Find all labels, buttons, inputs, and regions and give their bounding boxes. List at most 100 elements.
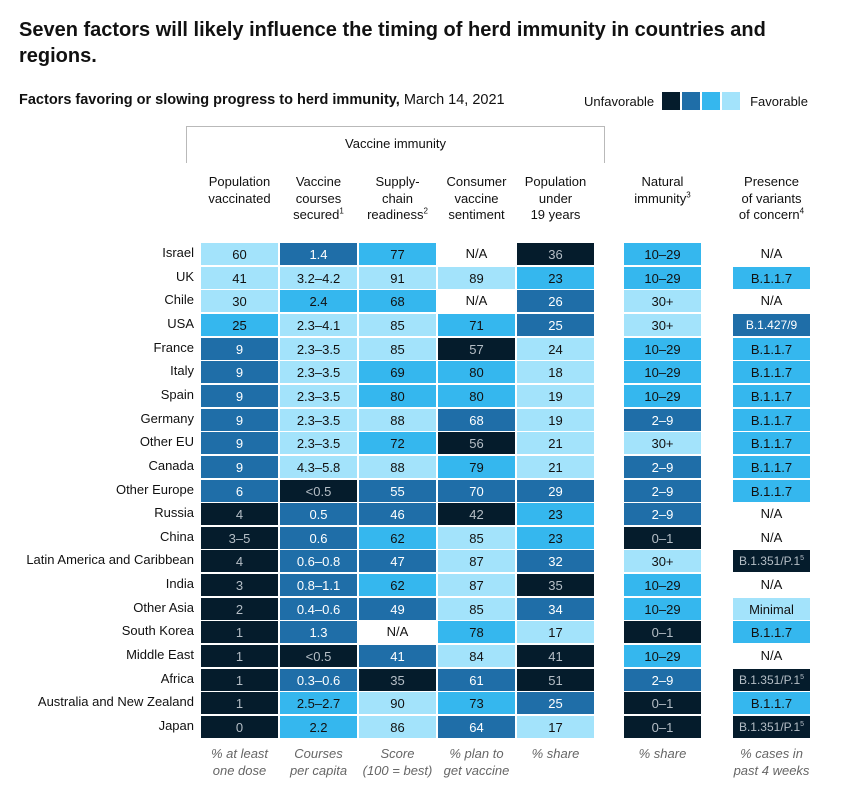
table-cell: 17 bbox=[517, 715, 594, 738]
table-cell: 73 bbox=[438, 691, 515, 715]
chart-title: Seven factors will likely influence the … bbox=[19, 19, 766, 67]
subtitle-bold: Factors favoring or slowing progress to … bbox=[19, 92, 400, 108]
table-cell: 84 bbox=[438, 644, 515, 668]
table-cell: 9 bbox=[201, 407, 278, 431]
table-cell: 64 bbox=[438, 715, 515, 738]
row-label: China bbox=[160, 528, 194, 544]
legend-unfavorable-label: Unfavorable bbox=[584, 93, 655, 109]
row-label: Australia and New Zealand bbox=[37, 694, 194, 710]
row-label: Germany bbox=[140, 410, 194, 426]
table-cell: 9 bbox=[201, 454, 278, 478]
table-cell: 60 bbox=[201, 242, 278, 265]
table-cell: 4.3–5.8 bbox=[280, 454, 357, 478]
row-label: UK bbox=[175, 268, 194, 284]
table-cell: 18 bbox=[517, 360, 594, 384]
table-cell: 10–29 bbox=[624, 265, 701, 289]
table-cell: 36 bbox=[517, 242, 594, 265]
table-cell: N/A bbox=[733, 525, 810, 549]
table-cell: 90 bbox=[359, 691, 436, 715]
table-cell: B.1.1.7 bbox=[733, 454, 810, 478]
table-cell: 85 bbox=[359, 336, 436, 360]
legend-swatch bbox=[722, 92, 741, 110]
table-cell: 86 bbox=[359, 715, 436, 738]
row-label: India bbox=[165, 576, 194, 592]
table-cell: 2 bbox=[201, 596, 278, 620]
legend-swatch bbox=[682, 92, 701, 110]
table-cell: 91 bbox=[359, 265, 436, 289]
table-cell: Minimal bbox=[733, 596, 810, 620]
table-cell: 2–9 bbox=[624, 454, 701, 478]
table-cell: 10–29 bbox=[624, 383, 701, 407]
table-cell: 61 bbox=[438, 667, 515, 691]
table-cell: B.1.1.7 bbox=[733, 265, 810, 289]
table-cell: 57 bbox=[438, 336, 515, 360]
table-cell: 69 bbox=[359, 360, 436, 384]
table-cell: B.1.1.7 bbox=[733, 360, 810, 384]
row-label: Middle East bbox=[126, 647, 194, 663]
row-label: Other Asia bbox=[133, 599, 194, 615]
table-cell: 24 bbox=[517, 336, 594, 360]
table-cell: 35 bbox=[359, 667, 436, 691]
table-cell: 1.3 bbox=[280, 620, 357, 644]
row-label: Italy bbox=[170, 363, 194, 379]
table-cell: 19 bbox=[517, 383, 594, 407]
table-cell: 2.3–3.5 bbox=[280, 360, 357, 384]
column-header: Consumer vaccine sentiment bbox=[446, 174, 507, 222]
table-cell: 9 bbox=[201, 360, 278, 384]
table-cell: 2.3–3.5 bbox=[280, 383, 357, 407]
table-cell: 23 bbox=[517, 502, 594, 526]
table-cell: 3.2–4.2 bbox=[280, 265, 357, 289]
column-unit: % cases in past 4 weeks bbox=[733, 746, 810, 778]
table-cell: 41 bbox=[201, 265, 278, 289]
table-cell: 4 bbox=[201, 502, 278, 526]
table-cell: N/A bbox=[733, 502, 810, 526]
vaccine-immunity-bracket bbox=[186, 126, 605, 163]
table-cell: 1 bbox=[201, 620, 278, 644]
table-cell: 62 bbox=[359, 573, 436, 597]
table-cell: B.1.1.7 bbox=[733, 478, 810, 502]
table-cell: 3–5 bbox=[201, 525, 278, 549]
table-cell: 89 bbox=[438, 265, 515, 289]
table-cell: 2.3–3.5 bbox=[280, 431, 357, 455]
table-cell: 46 bbox=[359, 502, 436, 526]
row-label: Israel bbox=[162, 245, 194, 260]
column-header: Population under 19 years bbox=[524, 174, 587, 222]
table-cell: 49 bbox=[359, 596, 436, 620]
table-cell: 9 bbox=[201, 431, 278, 455]
table-cell: 2.4 bbox=[280, 289, 357, 313]
table-cell: 3 bbox=[201, 573, 278, 597]
row-label: Russia bbox=[154, 505, 194, 521]
table-cell: 78 bbox=[438, 620, 515, 644]
table-cell: 2–9 bbox=[624, 502, 701, 526]
table-cell: 62 bbox=[359, 525, 436, 549]
table-cell: 80 bbox=[438, 360, 515, 384]
table-cell: 85 bbox=[438, 596, 515, 620]
table-cell: 1 bbox=[201, 644, 278, 668]
table-cell: B.1.1.7 bbox=[733, 691, 810, 715]
table-cell: 0.6–0.8 bbox=[280, 549, 357, 573]
table-cell: N/A bbox=[733, 644, 810, 668]
table-cell: 68 bbox=[438, 407, 515, 431]
table-cell: 23 bbox=[517, 265, 594, 289]
table-cell: 25 bbox=[201, 312, 278, 336]
table-cell: N/A bbox=[438, 242, 515, 265]
table-cell: 70 bbox=[438, 478, 515, 502]
table-cell: 25 bbox=[517, 691, 594, 715]
column-header: Vaccine courses secured1 bbox=[293, 174, 344, 222]
table-cell: B.1.1.7 bbox=[733, 407, 810, 431]
table-cell: 10–29 bbox=[624, 596, 701, 620]
table-cell: 21 bbox=[517, 454, 594, 478]
table-cell: B.1.1.7 bbox=[733, 431, 810, 455]
column-header: Presence of variants of concern4 bbox=[738, 174, 805, 222]
table-cell: <0.5 bbox=[280, 478, 357, 502]
table-cell: 56 bbox=[438, 431, 515, 455]
row-label: Other Europe bbox=[115, 481, 194, 497]
table-cell: B.1.351/P.15 bbox=[733, 667, 810, 691]
table-cell: 34 bbox=[517, 596, 594, 620]
table-cell: 87 bbox=[438, 573, 515, 597]
legend-swatch bbox=[702, 92, 721, 110]
table-cell: 0–1 bbox=[624, 715, 701, 738]
table-cell: 17 bbox=[517, 620, 594, 644]
table-cell: 32 bbox=[517, 549, 594, 573]
table-cell: 35 bbox=[517, 573, 594, 597]
